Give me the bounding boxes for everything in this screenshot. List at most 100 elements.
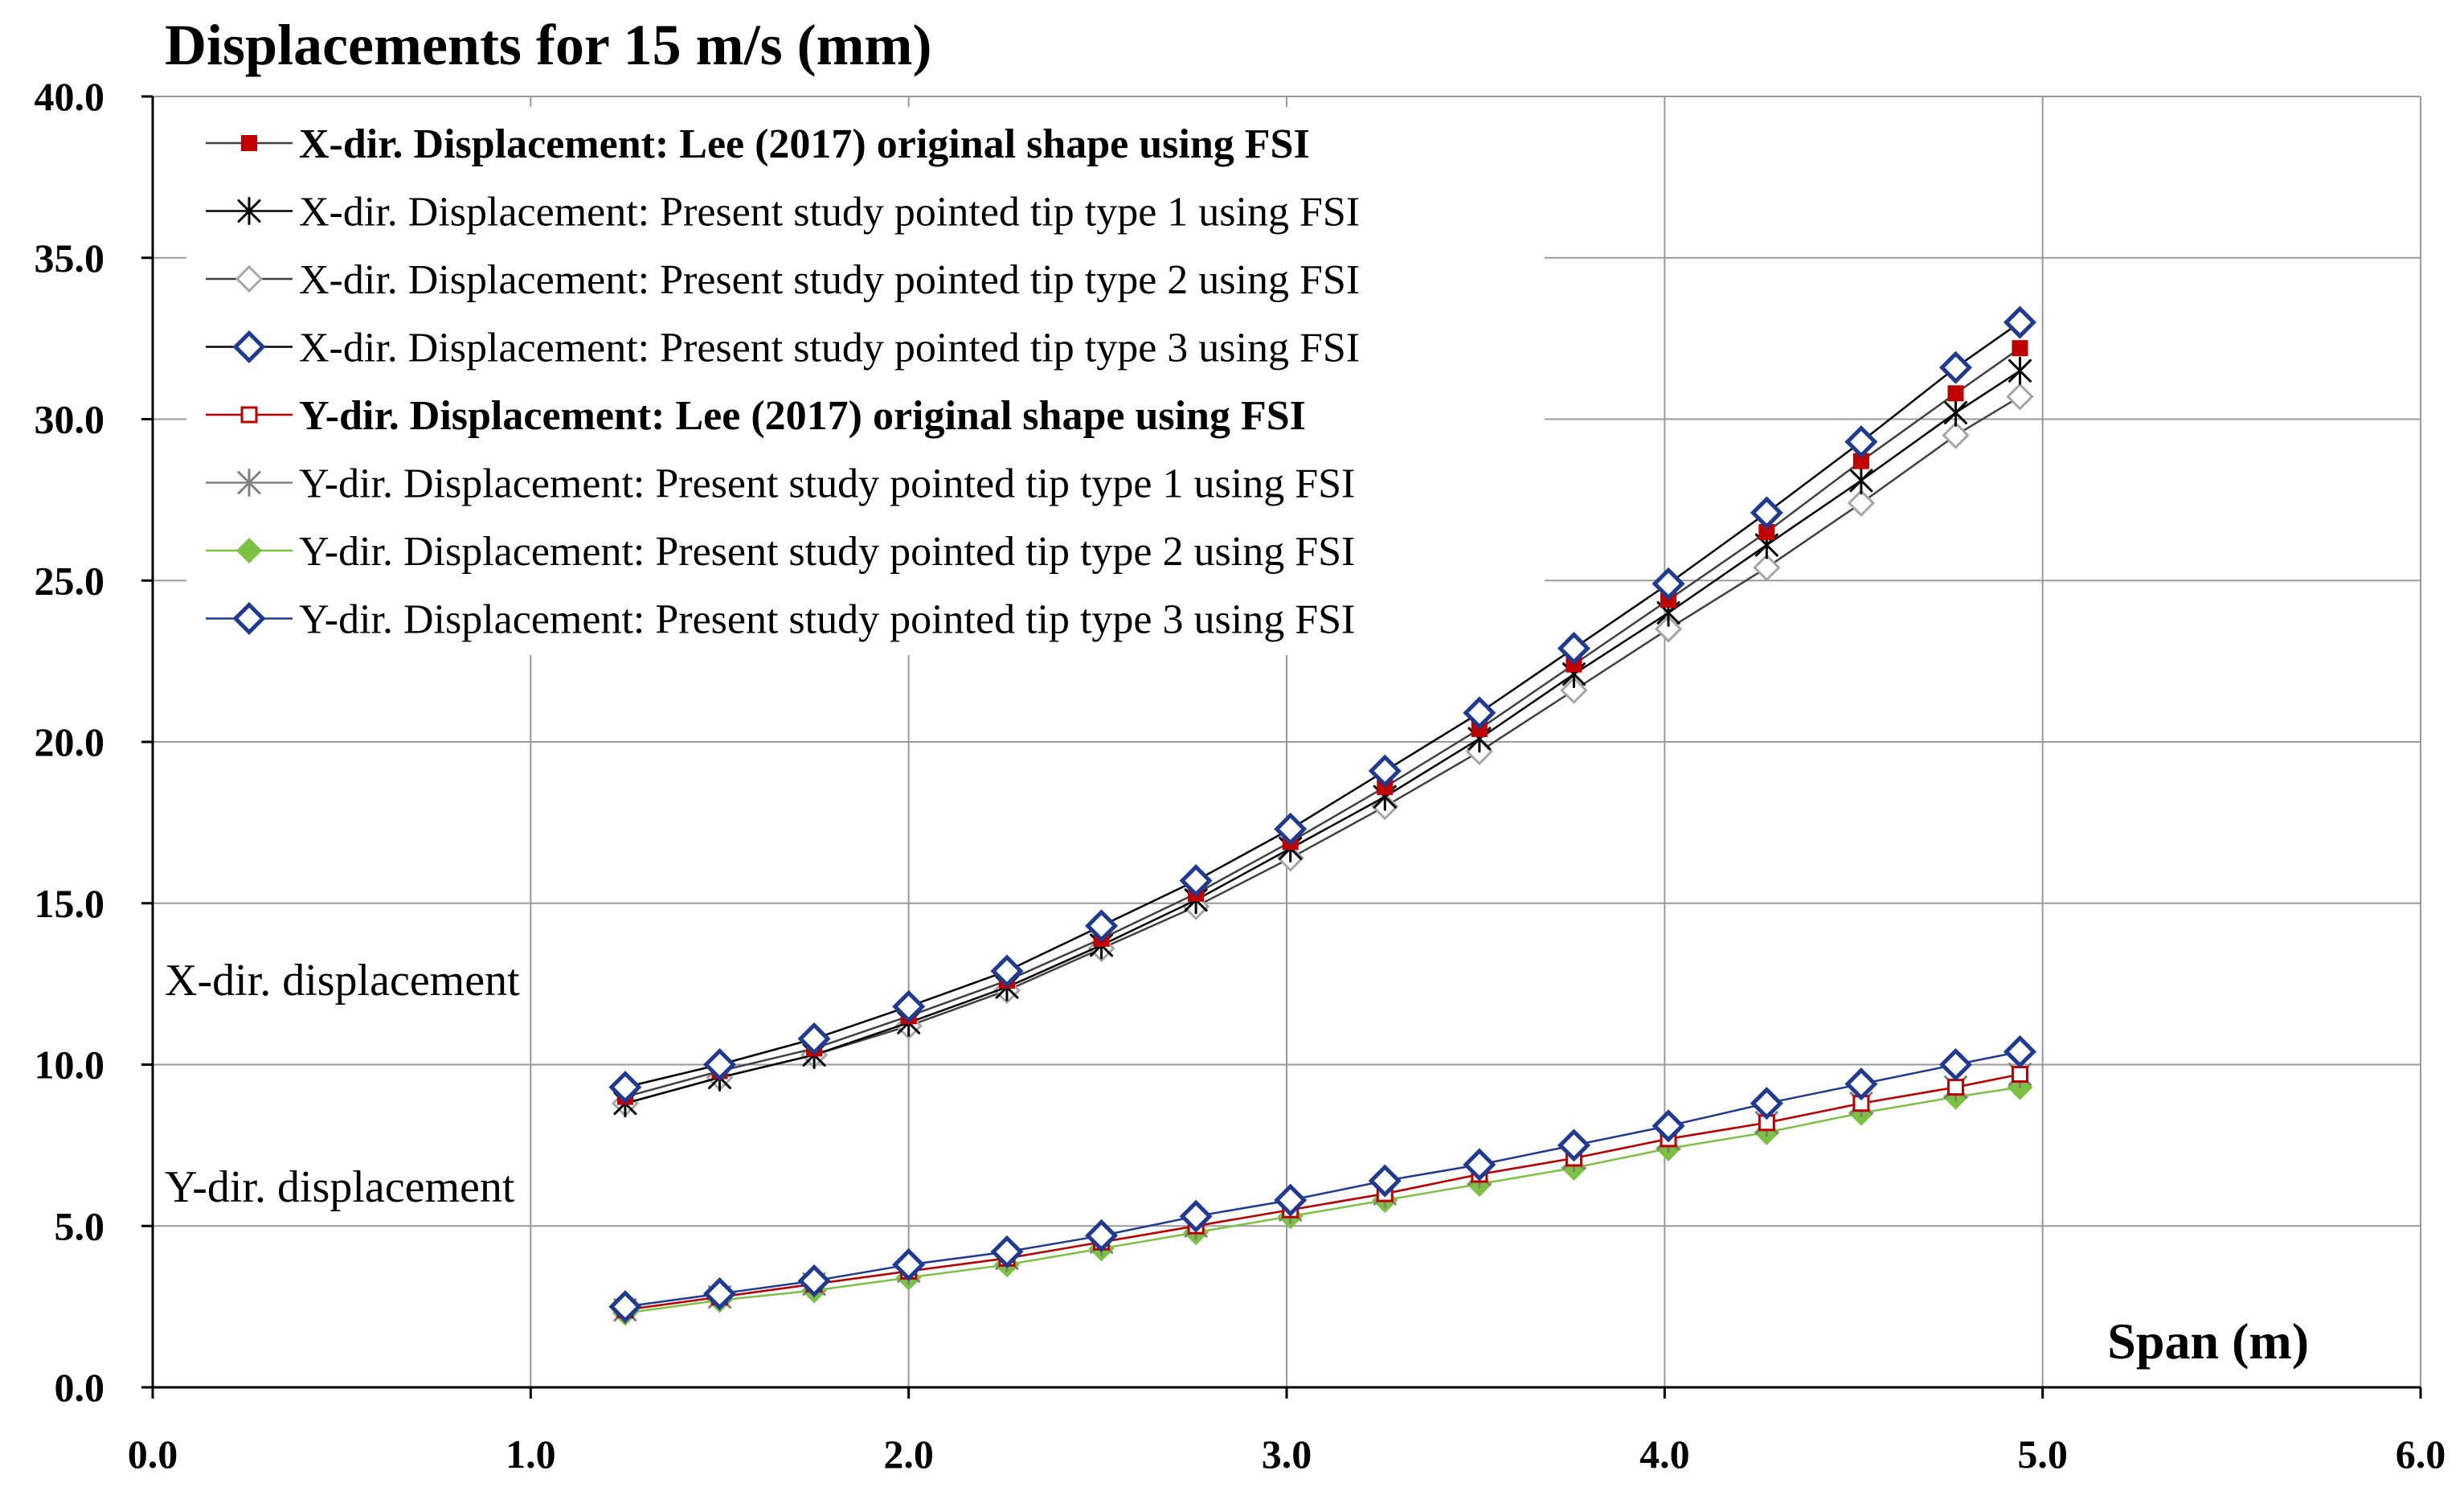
legend-item-8: Y-dir. Displacement: Present study point… (206, 597, 1355, 643)
y-tick-label: 25.0 (35, 558, 105, 603)
data-point (990, 1235, 1024, 1268)
series-line (624, 322, 2021, 1088)
series-line (624, 1073, 2020, 1311)
series-8 (608, 1034, 2036, 1324)
y-tick-label: 40.0 (35, 74, 105, 119)
data-point (2006, 383, 2034, 411)
data-point (1652, 1109, 1685, 1143)
data-point (1849, 466, 1873, 495)
legend-label: Y-dir. Displacement: Present study point… (299, 597, 1355, 643)
data-point (1938, 350, 1973, 384)
data-point (1463, 696, 1496, 730)
legend-background (186, 107, 1545, 655)
legend: X-dir. Displacement: Lee (2017) original… (186, 107, 1545, 655)
legend-label: X-dir. Displacement: Present study point… (299, 257, 1360, 303)
x-axis-title: Span (m) (2107, 1313, 2309, 1370)
x-tick-label: 5.0 (2017, 1432, 2068, 1477)
data-point (1753, 554, 1781, 582)
data-point (1947, 385, 1964, 402)
x-tick-label: 4.0 (1639, 1432, 1690, 1477)
data-point (1085, 1219, 1119, 1252)
legend-marker (240, 406, 258, 424)
data-point (2003, 305, 2036, 339)
data-point (990, 954, 1024, 988)
legend-item-4: X-dir. Displacement: Present study point… (206, 326, 1360, 371)
x-tick-label: 6.0 (2396, 1432, 2446, 1477)
data-point (702, 1277, 737, 1311)
data-point (1557, 1129, 1590, 1162)
data-point (1274, 1183, 1308, 1217)
data-point (1368, 754, 1402, 788)
data-point (1652, 567, 1685, 600)
x-tick-label: 3.0 (1262, 1432, 1312, 1477)
series-line (624, 1051, 2020, 1308)
data-point (1560, 676, 1588, 704)
x-tick-label: 1.0 (505, 1432, 556, 1477)
y-tick-label: 5.0 (55, 1203, 105, 1248)
axes (141, 95, 2422, 1399)
data-point (1750, 496, 1783, 530)
y-tick-label: 20.0 (35, 719, 105, 764)
x-dir-annotation: X-dir. displacement (165, 956, 520, 1006)
legend-label: X-dir. Displacement: Present study point… (299, 190, 1360, 236)
y-tick-labels: 0.0 5.0 10.0 15.0 20.0 25.0 30.0 35.0 40.0 (35, 74, 105, 1410)
x-tick-label: 0.0 (128, 1432, 178, 1477)
data-point (1946, 1079, 1964, 1096)
y-dir-annotation: Y-dir. displacement (165, 1162, 515, 1212)
chart-title: Displacements for 15 m/s (mm) (165, 13, 932, 77)
legend-marker (235, 264, 264, 293)
data-point (1844, 1067, 1878, 1101)
data-point (2011, 1066, 2028, 1084)
data-point (1463, 1148, 1496, 1182)
y-tick-label: 30.0 (35, 397, 105, 442)
legend-marker (237, 469, 261, 497)
data-point (892, 1247, 926, 1281)
data-point (2012, 340, 2028, 357)
data-point (1557, 632, 1590, 666)
y-tick-label: 15.0 (35, 881, 105, 926)
legend-item-2: X-dir. Displacement: Present study point… (206, 190, 1360, 236)
series-line (624, 1086, 2020, 1314)
data-point (1368, 1164, 1402, 1198)
legend-marker (237, 197, 261, 225)
legend-label: Y-dir. Displacement: Present study point… (299, 461, 1355, 507)
legend-item-6: Y-dir. Displacement: Present study point… (206, 461, 1355, 507)
data-point (702, 1047, 737, 1082)
data-point (1179, 1199, 1213, 1233)
y-tick-label: 35.0 (35, 236, 105, 281)
data-point (1179, 864, 1213, 898)
data-point (2003, 1034, 2036, 1068)
legend-marker (232, 330, 266, 364)
legend-marker (236, 538, 262, 563)
data-point (1844, 425, 1878, 459)
legend-item-3: X-dir. Displacement: Present study point… (206, 257, 1360, 303)
data-point (608, 1290, 642, 1324)
legend-marker (241, 135, 257, 151)
data-point (1750, 1087, 1783, 1120)
series-line (624, 347, 2021, 1098)
data-point (1085, 909, 1119, 943)
data-point (1758, 524, 1775, 541)
data-point (608, 1071, 642, 1104)
legend-label: X-dir. Displacement: Lee (2017) original… (299, 121, 1310, 167)
data-point (797, 1264, 831, 1298)
series-line (624, 370, 2021, 1104)
data-point (797, 1022, 831, 1055)
data-point (1274, 812, 1308, 846)
legend-label: X-dir. Displacement: Present study point… (299, 326, 1360, 371)
series-4 (608, 305, 2036, 1104)
legend-label: Y-dir. Displacement: Lee (2017) original… (299, 393, 1306, 439)
data-point (1938, 1047, 1973, 1082)
legend-marker (232, 601, 266, 636)
x-tick-labels: 0.0 1.0 2.0 3.0 4.0 5.0 6.0 (128, 1432, 2446, 1477)
data-point (892, 989, 926, 1023)
x-tick-label: 2.0 (883, 1432, 934, 1477)
data-point (2008, 356, 2032, 385)
data-point (1852, 453, 1869, 469)
y-tick-label: 10.0 (35, 1043, 105, 1088)
legend-item-7: Y-dir. Displacement: Present study point… (206, 529, 1355, 575)
y-tick-label: 0.0 (55, 1365, 105, 1410)
data-point (1847, 489, 1876, 518)
series-layer (608, 305, 2036, 1326)
